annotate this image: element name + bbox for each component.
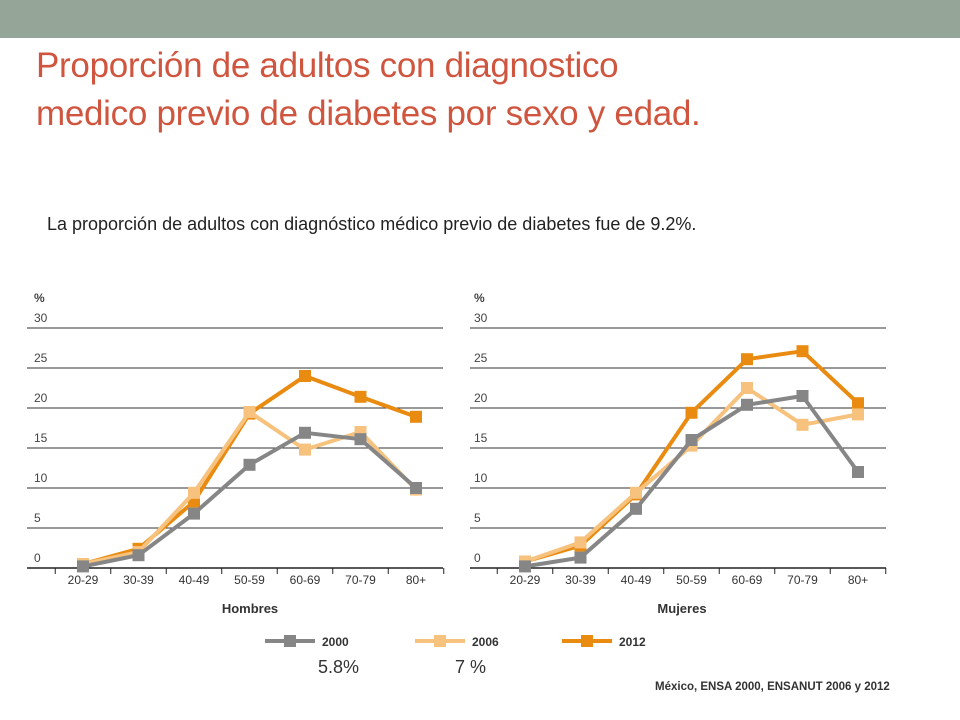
legend-marker-2006 [434,635,446,647]
chart-hombres-point-2000-30-39 [132,549,145,562]
chart-hombres-point-2012-70-79 [354,390,367,403]
chart-hombres-point-2000-70-79 [354,433,367,446]
chart-mujeres-point-2006-60-69 [741,382,753,394]
source-citation: México, ENSA 2000, ENSANUT 2006 y 2012 [655,681,890,693]
chart-mujeres-point-2006-40-49 [630,486,642,499]
chart-hombres-x-tick-80+: 80+ [406,573,426,587]
chart-mujeres-y-tick-10: 10 [474,471,488,485]
chart-hombres-point-2006-60-69 [299,443,311,456]
title-line-2: medico previo de diabetes por sexo y eda… [36,94,701,133]
chart-mujeres-point-2006-30-39 [574,536,587,549]
chart-mujeres-y-tick-15: 15 [474,431,488,445]
chart-mujeres-x-title: Mujeres [657,601,706,616]
chart-hombres-point-2012-80+ [410,410,422,423]
chart-mujeres-y-tick-30: 30 [474,311,488,325]
chart-mujeres-point-2000-40-49 [630,502,642,515]
chart-mujeres-x-tick-20-29: 20-29 [510,573,541,587]
chart-hombres-point-2000-80+ [410,482,422,494]
chart-hombres-x-tick-20-29: 20-29 [68,573,99,587]
legend-label-2000: 2000 [322,635,349,649]
chart-mujeres-point-2000-50-59 [685,434,698,446]
slide-title: Proporción de adultos con diagnostico me… [36,42,936,138]
chart-hombres-y-tick-10: 10 [34,471,48,485]
legend-marker-2000 [284,635,296,647]
chart-mujeres-point-2012-60-69 [741,353,753,366]
chart-mujeres-point-2000-80+ [852,466,864,478]
chart-hombres-point-2012-60-69 [299,370,311,382]
chart-hombres-point-2006-50-59 [243,406,256,418]
chart-hombres-point-2000-40-49 [188,507,200,520]
chart-hombres-y-tick-25: 25 [34,351,48,365]
note-2006: 7 % [455,657,487,677]
chart-mujeres-y-tick-20: 20 [474,391,488,405]
chart-mujeres-point-2000-70-79 [796,390,809,402]
chart-hombres-point-2000-60-69 [299,426,311,439]
chart-mujeres-y-tick-0: 0 [474,551,481,565]
chart-hombres-y-tick-30: 30 [34,311,48,325]
legend-label-2012: 2012 [619,635,646,649]
chart-hombres-point-2000-50-59 [243,458,256,471]
chart-mujeres-point-2012-50-59 [685,406,698,419]
chart-hombres-y-unit: % [34,291,45,305]
chart-mujeres-x-tick-40-49: 40-49 [621,573,652,587]
chart-hombres-x-tick-70-79: 70-79 [345,573,376,587]
chart-hombres-y-tick-20: 20 [34,391,48,405]
chart-hombres-x-title: Hombres [222,601,278,616]
chart-mujeres-point-2000-20-29 [519,560,531,573]
chart-mujeres-x-tick-30-39: 30-39 [565,573,596,587]
legend-marker-2012 [581,635,593,647]
title-line-1: Proporción de adultos con diagnostico [36,46,619,85]
legend-label-2006: 2006 [472,635,499,649]
chart-hombres-y-tick-15: 15 [34,431,48,445]
chart-mujeres-x-tick-60-69: 60-69 [732,573,763,587]
chart-mujeres-series-2012-line [524,349,860,564]
note-2000: 5.8% [318,657,360,677]
chart-mujeres-x-tick-80+: 80+ [848,573,868,587]
chart-mujeres-x-tick-70-79: 70-79 [787,573,818,587]
chart-mujeres-point-2012-80+ [852,397,864,410]
chart-mujeres-x-tick-50-59: 50-59 [676,573,707,587]
chart-mujeres-y-unit: % [474,291,485,305]
chart-hombres-point-2000-20-29 [77,560,89,573]
chart-hombres-x-tick-30-39: 30-39 [123,573,154,587]
chart-mujeres-point-2012-70-79 [796,345,809,358]
chart-mujeres-point-2000-60-69 [741,398,753,411]
chart-hombres-x-tick-50-59: 50-59 [234,573,265,587]
chart-hombres-x-tick-60-69: 60-69 [290,573,321,587]
chart-mujeres-y-tick-5: 5 [474,511,481,525]
slide-subtitle: La proporción de adultos con diagnóstico… [47,214,697,234]
chart-hombres-point-2006-40-49 [188,486,200,499]
chart-hombres-y-tick-5: 5 [34,511,41,525]
chart-mujeres-point-2000-30-39 [574,551,587,564]
chart-hombres-x-tick-40-49: 40-49 [179,573,210,587]
chart-mujeres-point-2006-80+ [852,408,864,421]
chart-mujeres-y-tick-25: 25 [474,351,488,365]
chart-hombres-y-tick-0: 0 [34,551,41,565]
chart-mujeres-point-2006-70-79 [796,418,809,431]
top-banner [0,0,960,38]
